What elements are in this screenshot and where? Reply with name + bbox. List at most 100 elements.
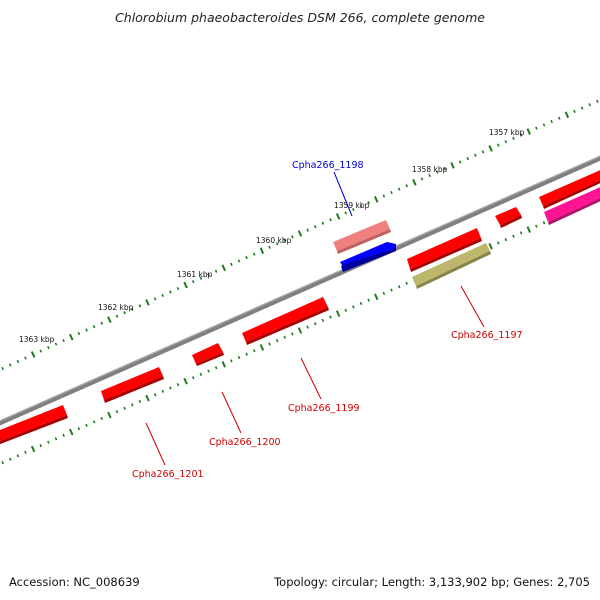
gene-label-1197: Cpha266_1197 (451, 330, 523, 341)
outer-scale-tick (30, 351, 36, 358)
gene-red-edge-right[interactable] (539, 168, 600, 209)
gene-cpha266-1200[interactable] (192, 343, 224, 366)
outer-scale-tick (306, 228, 309, 232)
outer-scale-tick (352, 207, 355, 212)
outer-scale-tick (92, 325, 96, 329)
inner-scale-tick (62, 433, 65, 438)
outer-scale-tick (275, 242, 279, 246)
outer-scale-tick (373, 195, 379, 203)
outer-scale-tick (237, 259, 241, 263)
outer-scale-tick (130, 307, 134, 311)
inner-scale-tick (405, 281, 409, 285)
inner-scale-tick (16, 454, 20, 458)
gene-red-small-right[interactable] (495, 207, 522, 228)
scale-label-1363: 1363 kbp (19, 335, 55, 344)
outer-scale-tick (397, 187, 401, 191)
outer-scale-tick (252, 252, 256, 256)
outer-scale-tick (183, 281, 188, 289)
outer-scale-tick (62, 338, 65, 343)
gene-cpha266-1198-pink[interactable] (333, 220, 391, 254)
inner-scale-tick (297, 327, 303, 334)
outer-scale-tick (85, 328, 88, 332)
outer-scale-tick (24, 356, 27, 360)
outer-scale-tick (115, 314, 119, 318)
outer-scale-tick (519, 133, 523, 137)
inner-scale-tick (306, 325, 309, 329)
outer-scale-tick (68, 333, 74, 341)
inner-scale-tick (221, 361, 226, 368)
inner-scale-tick (335, 310, 341, 318)
outer-scale-tick (542, 123, 546, 127)
outer-scale-tick (297, 230, 303, 237)
inner-scale-tick (54, 437, 58, 441)
inner-scale-tick (268, 342, 271, 346)
outer-scale-tick (488, 145, 493, 152)
inner-scale-tick (245, 352, 248, 356)
inner-scale-tick (352, 305, 355, 309)
outer-scale-tick (123, 311, 126, 315)
outer-scale-ticks (1, 99, 599, 371)
outer-scale-tick (153, 297, 157, 301)
outer-scale-tick (77, 331, 81, 336)
outer-scale-tick (466, 156, 470, 161)
gene-label-1198: Cpha266_1198 (292, 160, 364, 171)
inner-scale-tick (100, 416, 104, 421)
inner-scale-tick (191, 376, 195, 380)
gene-cpha266-1201[interactable] (101, 367, 164, 403)
leader-1200 (221, 391, 242, 434)
outer-scale-tick (596, 99, 599, 103)
inner-scale-tick (291, 332, 294, 336)
gene-red-edge-left[interactable] (0, 405, 68, 446)
gene-cpha266-1197[interactable] (412, 243, 491, 289)
outer-scale-tick (268, 245, 271, 249)
scale-label-1360: 1360 kbp (256, 236, 292, 245)
gene-label-1201: Cpha266_1201 (132, 469, 204, 480)
outer-scale-tick (39, 349, 43, 353)
scale-label-1359: 1359 kbp (334, 201, 370, 210)
outer-scale-tick (443, 167, 447, 171)
outer-scale-tick (107, 316, 112, 324)
outer-scale-tick (428, 173, 431, 178)
gene-cpha266-1198-blue[interactable] (340, 242, 396, 272)
inner-scale-tick (275, 338, 279, 343)
outer-scale-tick (214, 269, 218, 273)
inner-scale-tick (161, 389, 165, 393)
inner-scale-tick (1, 460, 4, 465)
outer-scale-tick (161, 293, 165, 298)
inner-scale-tick (535, 224, 538, 228)
inner-scale-tick (496, 241, 500, 245)
inner-scale-tick (367, 298, 370, 302)
inner-scale-tick (512, 234, 515, 238)
inner-scale-tick (374, 293, 379, 301)
genome-backbone-highlight (0, 155, 600, 422)
inner-scale-tick (85, 423, 88, 427)
gene-red-1197-upper[interactable] (407, 228, 482, 272)
outer-scale-tick (557, 116, 561, 120)
outer-scale-tick (367, 201, 370, 205)
outer-scale-tick (481, 150, 485, 154)
outer-scale-tick (564, 111, 570, 119)
inner-scale-tick (92, 420, 96, 424)
inner-scale-tick (207, 369, 210, 373)
inner-scale-tick (542, 221, 546, 225)
outer-scale-tick (230, 262, 233, 267)
inner-scale-tick (283, 335, 287, 339)
gene-features (0, 168, 600, 446)
outer-scale-tick (496, 143, 500, 147)
outer-scale-tick (259, 247, 265, 255)
outer-scale-tick (8, 363, 12, 367)
inner-scale-tick (252, 349, 256, 353)
outer-scale-tick (329, 218, 332, 222)
outer-scale-tick (321, 221, 325, 225)
outer-scale-tick (588, 103, 592, 107)
outer-scale-tick (504, 140, 508, 144)
inner-scale-tick (123, 406, 126, 410)
inner-scale-tick (77, 427, 81, 431)
outer-scale-tick (47, 345, 50, 350)
gene-cpha266-1199[interactable] (242, 297, 329, 345)
outer-scale-tick (145, 299, 150, 306)
gene-magenta-edge-right[interactable] (544, 185, 600, 225)
outer-scale-tick (526, 128, 531, 135)
inner-scale-tick (526, 226, 531, 233)
scale-label-1357: 1357 kbp (489, 128, 525, 137)
